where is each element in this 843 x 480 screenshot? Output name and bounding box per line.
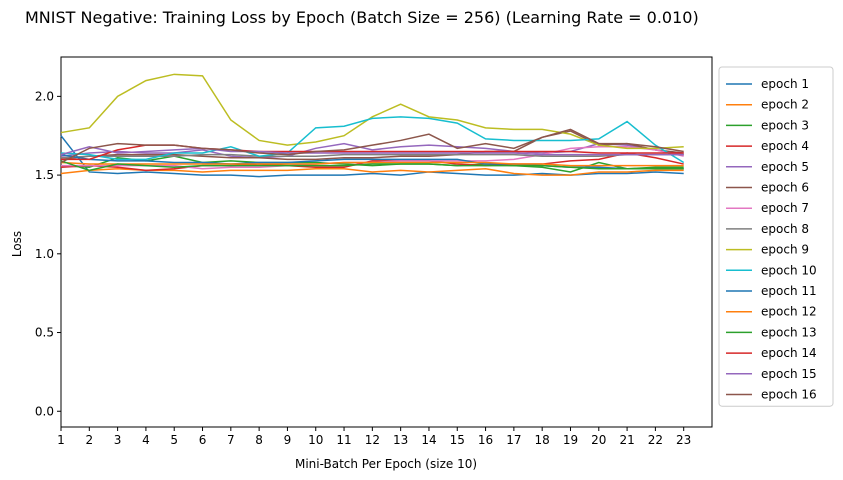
x-tick-label: 11 bbox=[336, 433, 351, 447]
series-line-epoch-3 bbox=[60, 155, 684, 173]
y-tick-label: 0.0 bbox=[35, 404, 54, 418]
x-tick-label: 20 bbox=[591, 433, 606, 447]
series-line-epoch-8 bbox=[60, 153, 684, 159]
legend-label-epoch-9: epoch 9 bbox=[761, 243, 809, 257]
series-line-epoch-9 bbox=[60, 73, 684, 150]
x-tick-label: 19 bbox=[563, 433, 578, 447]
series-line-epoch-10 bbox=[60, 116, 685, 164]
legend-label-epoch-16: epoch 16 bbox=[761, 388, 817, 402]
legend-frame bbox=[718, 66, 834, 407]
series-line-epoch-4 bbox=[60, 152, 684, 172]
y-tick-label: 0.5 bbox=[35, 326, 54, 340]
legend-label-epoch-5: epoch 5 bbox=[761, 160, 809, 174]
plot-area-frame bbox=[60, 56, 713, 428]
legend-label-epoch-1: epoch 1 bbox=[761, 77, 809, 91]
series-line-epoch-15 bbox=[60, 145, 684, 156]
x-tick-label: 17 bbox=[506, 433, 521, 447]
x-tick-label: 13 bbox=[393, 433, 408, 447]
legend-label-epoch-3: epoch 3 bbox=[761, 118, 809, 132]
x-tick-label: 12 bbox=[365, 433, 380, 447]
x-tick-label: 4 bbox=[142, 433, 150, 447]
x-tick-label: 6 bbox=[199, 433, 207, 447]
x-tick-label: 1 bbox=[57, 433, 65, 447]
x-tick-label: 3 bbox=[114, 433, 122, 447]
x-axis: 1 2 3 4 5 6 7 8 9 10 11 12 13 14 15 16 17 18 19 20 21 22 23 bbox=[57, 427, 691, 447]
y-tick-label: 1.5 bbox=[35, 168, 54, 182]
chart-title: MNIST Negative: Training Loss by Epoch (… bbox=[25, 8, 699, 27]
x-tick-label: 15 bbox=[450, 433, 465, 447]
y-tick-label: 2.0 bbox=[35, 89, 54, 103]
legend-label-epoch-4: epoch 4 bbox=[761, 139, 809, 153]
series-line-epoch-2 bbox=[60, 168, 684, 176]
x-tick-label: 22 bbox=[648, 433, 663, 447]
legend-label-epoch-14: epoch 14 bbox=[761, 346, 817, 360]
legend-label-epoch-15: epoch 15 bbox=[761, 367, 817, 381]
y-tick-label: 1.0 bbox=[35, 247, 54, 261]
legend: epoch 1 epoch 2 epoch 3 epoch 4 epoch 5 epoch… bbox=[718, 66, 834, 407]
legend-label-epoch-2: epoch 2 bbox=[761, 98, 809, 112]
legend-label-epoch-13: epoch 13 bbox=[761, 325, 817, 339]
x-tick-label: 16 bbox=[478, 433, 493, 447]
y-axis-label: Loss bbox=[10, 231, 24, 257]
x-tick-label: 5 bbox=[170, 433, 178, 447]
legend-label-epoch-7: epoch 7 bbox=[761, 201, 809, 215]
x-axis-label: Mini-Batch Per Epoch (size 10) bbox=[295, 457, 477, 471]
x-tick-label: 7 bbox=[227, 433, 235, 447]
series-line-epoch-16 bbox=[60, 128, 684, 164]
series-layer bbox=[60, 73, 685, 178]
series-line-epoch-12 bbox=[60, 161, 684, 167]
x-tick-label: 2 bbox=[85, 433, 93, 447]
legend-label-epoch-11: epoch 11 bbox=[761, 284, 817, 298]
y-axis: 0.0 0.5 1.0 1.5 2.0 bbox=[35, 89, 61, 418]
legend-label-epoch-6: epoch 6 bbox=[761, 181, 809, 195]
x-tick-label: 8 bbox=[255, 433, 263, 447]
x-tick-label: 14 bbox=[421, 433, 436, 447]
x-tick-label: 23 bbox=[676, 433, 691, 447]
legend-label-epoch-10: epoch 10 bbox=[761, 263, 817, 277]
series-line-epoch-5 bbox=[60, 142, 684, 159]
x-tick-label: 18 bbox=[535, 433, 550, 447]
x-tick-label: 9 bbox=[284, 433, 292, 447]
x-tick-label: 10 bbox=[308, 433, 323, 447]
legend-label-epoch-12: epoch 12 bbox=[761, 305, 817, 319]
x-tick-label: 21 bbox=[619, 433, 634, 447]
series-line-epoch-13 bbox=[60, 160, 684, 172]
legend-label-epoch-8: epoch 8 bbox=[761, 222, 809, 236]
